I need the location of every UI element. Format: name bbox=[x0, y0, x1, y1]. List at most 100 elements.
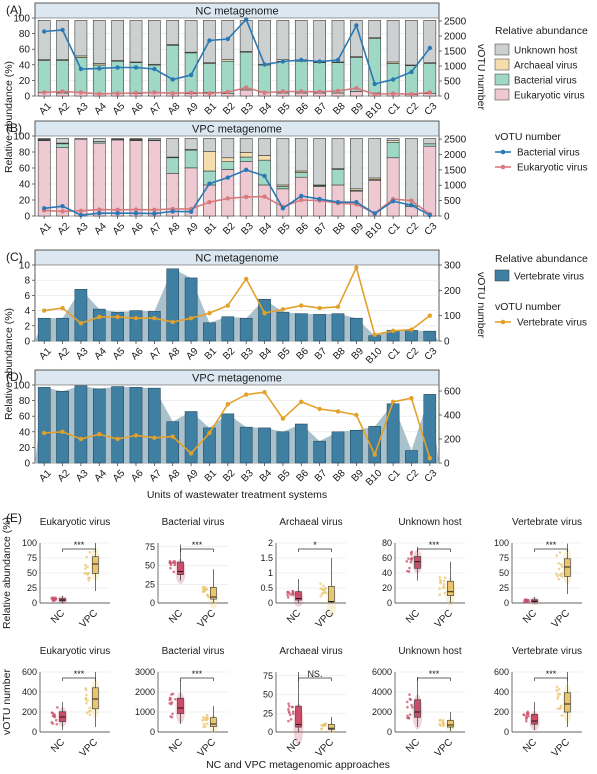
panel-C-xtick-label-B9: B9 bbox=[350, 346, 367, 363]
panel-E-top-4-VPC-point bbox=[555, 554, 558, 557]
panel-E-bottom-0-VPC-label: VPC bbox=[78, 737, 100, 759]
panel-A-bar-B6-bacterial bbox=[294, 60, 308, 94]
panel-B-eukaryotic-votu-point-B6 bbox=[299, 197, 304, 203]
panel-A-xtick-label-A4: A4 bbox=[92, 101, 109, 118]
panel-E-top-2-sig-bracket bbox=[298, 548, 332, 552]
panel-E-top-4-sig-bracket bbox=[534, 548, 568, 552]
panel-B-bar-B8-bacterial bbox=[331, 169, 345, 186]
panel-E-top-3-sig-bracket bbox=[417, 548, 451, 552]
panel-B-bacterial-votu-point-B2 bbox=[225, 175, 231, 180]
panel-B-bar-C3-bacterial bbox=[423, 143, 437, 147]
panel-A-bacterial-votu-point-B9 bbox=[354, 23, 359, 28]
panel-A-bacterial-votu-point-A2 bbox=[60, 27, 65, 33]
panel-A-eukaryotic-votu-point-B4 bbox=[262, 90, 267, 95]
panel-E-bottom-4-NC-point bbox=[525, 716, 529, 719]
panel-C-vertebrate-votu-point-A9 bbox=[188, 316, 194, 321]
panel-E-bottom-3-VPC-point bbox=[441, 718, 445, 722]
panel-E-top-3-VPC-point bbox=[442, 586, 445, 590]
panel-C-vertebrate-votu-point-B2 bbox=[225, 303, 231, 308]
panel-A-eukaryotic-votu-point-B5 bbox=[280, 89, 286, 94]
panel-B-xtick-label-B5: B5 bbox=[276, 221, 293, 238]
panel-B-bar-B4-eukaryotic bbox=[258, 184, 271, 217]
panel-E-bottom-4-VPC-point bbox=[559, 704, 563, 708]
panel-B-ytick-label: 0 bbox=[24, 212, 30, 223]
panel-E-bottom-0-VPC-point bbox=[85, 711, 89, 715]
panel-B-bar-A2-unknown bbox=[56, 138, 69, 144]
panel-A-bacterial-votu-point-B10 bbox=[372, 81, 377, 87]
panel-C-vertebrate-votu-point-B7 bbox=[317, 305, 322, 311]
panel-E-top-0-VPC-point bbox=[86, 565, 89, 569]
panel-E-top-0-ytick-label: 0 bbox=[32, 598, 37, 608]
panel-E-letter: (E) bbox=[6, 511, 22, 525]
panel-C-xtick-label-B5: B5 bbox=[276, 346, 293, 363]
panel-E-top-4-ytick-label: 50 bbox=[499, 568, 509, 578]
panel-E-bottom-4-VPC-box bbox=[564, 692, 571, 713]
panel-E-bottom-3-VPC-point bbox=[438, 719, 442, 722]
panel-E-top-0-VPC-box bbox=[92, 556, 99, 574]
panel-E-bottom-0-VPC-point bbox=[88, 706, 92, 710]
panel-E-bottom-2-VPC-box bbox=[328, 724, 335, 730]
panel-A-bar-B7-unknown bbox=[313, 20, 326, 63]
panel-A-xtick-label-C3: C3 bbox=[423, 101, 440, 118]
panel-E-top-4-ytick-label: 75 bbox=[499, 553, 509, 563]
panel-A-bacterial-votu-point-A8 bbox=[170, 77, 175, 82]
panel-C-xtick-label-A4: A4 bbox=[92, 346, 109, 363]
panel-A-eukaryotic-votu-point-B3 bbox=[243, 85, 249, 90]
panel-E-top-4-VPC-point bbox=[560, 565, 564, 568]
panel-E-bottom-2-NC-point bbox=[289, 718, 293, 721]
panel-E-bottom-2-sig-bracket bbox=[298, 677, 332, 681]
panel-A-bar-C3-unknown bbox=[423, 20, 437, 63]
panel-B-bar-B7-unknown bbox=[313, 138, 326, 186]
panel-A-bacterial-votu-point-A6 bbox=[133, 65, 139, 70]
panel-B-bacterial-votu-point-B9 bbox=[354, 199, 359, 205]
panel-E-top-1-VPC-point bbox=[201, 587, 205, 591]
panel-E-bottom-4-ytick-label: 200 bbox=[494, 707, 509, 717]
panel-A-bacterial-votu-point-A9 bbox=[188, 72, 194, 78]
panel-E-top-0-NC-label: NC bbox=[49, 608, 67, 626]
legend-c-votu-dot bbox=[500, 319, 506, 325]
panel-D-xtick-label-C1: C1 bbox=[386, 468, 403, 485]
panel-B-bar-A5-unknown bbox=[111, 138, 124, 140]
panel-B-xtick-label-A4: A4 bbox=[92, 221, 109, 238]
panel-B-bar-A9-unknown bbox=[184, 138, 198, 150]
panel-A-bar-A8-unknown bbox=[166, 20, 180, 45]
panel-E-top-3-ytick-label: 0 bbox=[387, 598, 392, 608]
panel-A-eukaryotic-votu-point-A4 bbox=[97, 91, 102, 97]
panel-B-bacterial-votu-point-B10 bbox=[372, 211, 377, 216]
panel-E-bottom-0-NC-point bbox=[50, 721, 54, 724]
panel-D-bar-A3 bbox=[74, 385, 88, 464]
panel-E-bottom-1-ytick-label: 2000 bbox=[135, 687, 155, 697]
panel-A-bacterial-votu-point-A7 bbox=[152, 66, 157, 72]
panel-E-top-3-VPC-point bbox=[438, 576, 441, 579]
panel-E-bottom-4-VPC-point bbox=[556, 707, 560, 710]
panel-C-xtick-label-A5: A5 bbox=[111, 346, 128, 363]
panel-A-bar-A1-unknown bbox=[37, 20, 51, 60]
panel-E-top-1-ytick-label: 25 bbox=[145, 579, 155, 589]
panel-D-bar-B4 bbox=[258, 427, 271, 464]
panel-C-bar-B8 bbox=[331, 313, 345, 342]
panel-D-bar-A6 bbox=[129, 387, 143, 464]
panel-E-bottom-1-ytick-label: 1000 bbox=[135, 707, 155, 717]
panel-E-bottom-3-ytick-label: 2000 bbox=[372, 707, 392, 717]
panel-E-bottom-1-NC-point bbox=[170, 701, 174, 704]
panel-A-eukaryotic-votu-point-A6 bbox=[133, 90, 139, 96]
panel-D-xtick-label-B1: B1 bbox=[203, 468, 220, 485]
panel-B-bar-B4-unknown bbox=[258, 138, 271, 156]
panel-A-ytick-label: 100 bbox=[13, 14, 30, 25]
panel-E-top-2-VPC-point bbox=[319, 594, 323, 598]
panel-D-xtick-label-C2: C2 bbox=[404, 468, 421, 485]
panel-E-top-2-title: Archaeal virus bbox=[279, 517, 342, 528]
panel-B-bar-A8-bacterial bbox=[166, 157, 180, 174]
panel-D-ytick-label: 80 bbox=[19, 396, 31, 407]
panel-E-top-1-ytick-label: 0 bbox=[150, 598, 155, 608]
panel-E-bottom-0-sig-bracket bbox=[62, 677, 96, 681]
panel-C-vertebrate-votu-point-A6 bbox=[133, 316, 139, 321]
panel-B-eukaryotic-votu-point-A5 bbox=[115, 207, 120, 213]
panel-E-top-1-ytick-label: 50 bbox=[145, 561, 155, 571]
panel-A-xtick-label-A8: A8 bbox=[166, 101, 183, 118]
panel-B-bar-B4-bacterial bbox=[258, 159, 271, 186]
panel-B-bar-B3-unknown bbox=[239, 138, 253, 153]
legend-ra-swatch-unknown bbox=[494, 43, 510, 56]
panel-B-bacterial-votu-point-B4 bbox=[262, 173, 267, 179]
panel-C-xtick-label-A7: A7 bbox=[148, 346, 165, 363]
